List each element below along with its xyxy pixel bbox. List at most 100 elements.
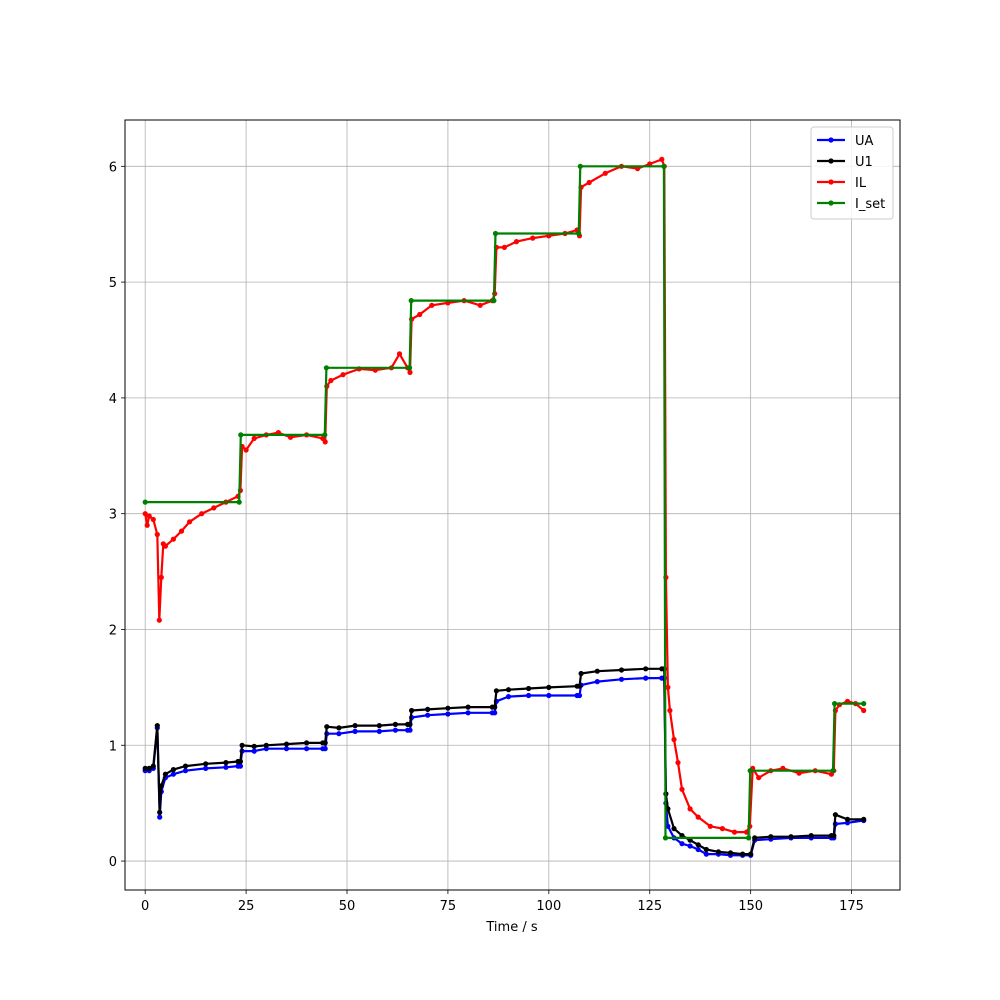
data-point	[322, 439, 328, 445]
x-tick-label: 100	[536, 899, 561, 914]
data-point	[844, 816, 851, 823]
x-tick-label: 175	[839, 899, 864, 914]
data-point	[695, 814, 701, 820]
data-point	[251, 435, 257, 441]
data-point	[236, 499, 242, 505]
data-point	[861, 707, 867, 714]
data-point	[238, 432, 244, 438]
data-point	[178, 528, 185, 534]
data-point	[154, 723, 160, 729]
x-tick-label: 0	[141, 899, 149, 914]
data-point	[578, 670, 584, 677]
data-point	[687, 843, 693, 849]
series-i-set	[142, 163, 867, 841]
x-tick-label: 50	[339, 899, 356, 914]
data-point	[142, 499, 148, 505]
data-point	[283, 746, 290, 752]
x-tick-label: 150	[738, 899, 763, 914]
data-point	[788, 834, 794, 840]
data-point	[199, 511, 205, 517]
legend-marker	[828, 179, 834, 185]
data-point	[352, 723, 358, 729]
data-point	[602, 170, 608, 176]
data-point	[477, 302, 483, 308]
data-point	[162, 771, 168, 777]
legend-label: U1	[855, 155, 873, 170]
data-point	[352, 728, 358, 735]
data-point	[465, 704, 471, 710]
data-point	[425, 712, 431, 718]
data-point	[747, 768, 753, 774]
data-point	[170, 767, 176, 773]
y-tick-label: 2	[109, 623, 117, 638]
data-point	[283, 741, 290, 747]
data-point	[594, 668, 600, 674]
legend-label: IL	[855, 176, 867, 191]
x-axis: 0 25 50 75 100 125 150 175	[141, 890, 864, 914]
series-line	[145, 165, 864, 839]
data-point	[831, 833, 837, 839]
data-point	[752, 835, 758, 841]
data-point	[376, 723, 382, 729]
data-point	[304, 740, 310, 746]
data-point	[618, 676, 625, 682]
legend-marker	[828, 158, 834, 164]
data-point	[142, 765, 148, 772]
y-tick-label: 4	[109, 392, 117, 407]
data-point	[505, 687, 512, 693]
data-point	[665, 823, 671, 829]
data-point	[142, 511, 148, 517]
data-point	[156, 617, 162, 623]
data-point	[830, 768, 836, 774]
data-point	[618, 667, 625, 673]
data-point	[251, 748, 257, 754]
data-point	[376, 728, 382, 735]
data-point	[203, 765, 209, 772]
data-point	[409, 707, 415, 714]
data-point	[340, 372, 346, 378]
data-point	[707, 823, 713, 829]
data-point	[407, 369, 413, 375]
data-point	[513, 239, 520, 245]
data-point	[671, 826, 677, 832]
y-tick-label: 5	[109, 276, 117, 291]
data-point	[417, 311, 423, 318]
data-point	[157, 809, 163, 816]
data-point	[576, 230, 582, 237]
data-point	[546, 692, 552, 699]
data-point	[715, 849, 722, 855]
data-point	[501, 244, 507, 250]
data-point	[594, 679, 600, 685]
data-point	[703, 851, 709, 857]
data-point	[322, 740, 328, 746]
data-point	[748, 851, 754, 857]
data-point	[150, 763, 156, 769]
data-point	[679, 786, 685, 792]
data-point	[687, 806, 693, 812]
data-point	[808, 833, 814, 839]
data-point	[170, 536, 176, 542]
data-point	[392, 721, 398, 728]
data-point	[526, 685, 532, 692]
data-point	[407, 721, 413, 728]
legend-label: UA	[855, 134, 874, 149]
data-point	[695, 842, 701, 848]
data-point	[492, 230, 499, 237]
data-point	[675, 760, 681, 766]
data-point	[158, 574, 164, 581]
data-point	[144, 522, 150, 528]
data-point	[162, 543, 168, 549]
data-point	[251, 743, 257, 750]
y-tick-label: 3	[109, 508, 117, 523]
data-point	[239, 742, 245, 748]
data-point	[408, 298, 414, 304]
data-point	[322, 432, 328, 438]
data-point	[263, 742, 269, 748]
data-point	[146, 513, 152, 519]
data-point	[425, 706, 431, 713]
data-point	[576, 692, 583, 699]
data-point	[211, 505, 217, 511]
data-point	[492, 710, 498, 716]
series-u1	[142, 666, 867, 857]
